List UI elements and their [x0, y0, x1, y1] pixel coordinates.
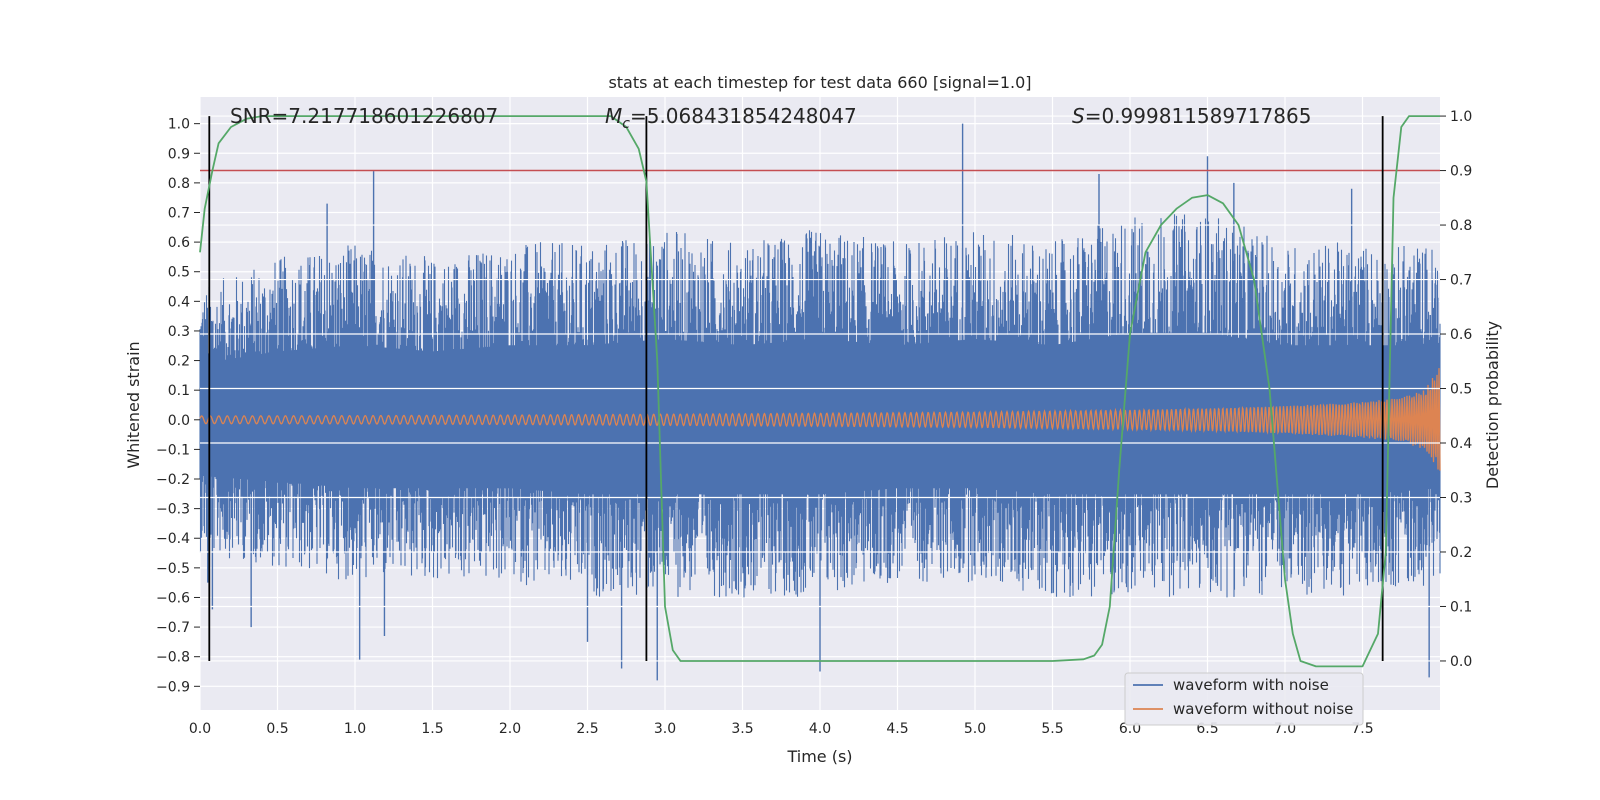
y-tick-label: 0.9 — [168, 146, 190, 162]
chart-title: stats at each timestep for test data 660… — [608, 73, 1031, 92]
y2-tick-label: 0.6 — [1450, 327, 1472, 343]
y-tick-label: 0.3 — [168, 324, 190, 340]
y2-tick-label: 0.0 — [1450, 654, 1472, 670]
clean-waveform-trace — [199, 368, 1441, 471]
y-tick-label: −0.9 — [156, 679, 190, 695]
x-axis-label: Time (s) — [786, 747, 852, 766]
y2-axis-label: Detection probability — [1483, 321, 1502, 489]
x-tick-label: 0.5 — [266, 721, 288, 737]
y2-tick-label: 0.2 — [1450, 545, 1472, 561]
x-tick-label: 3.5 — [731, 721, 753, 737]
y-tick-label: 0.8 — [168, 176, 190, 192]
y2-tick-label: 1.0 — [1450, 109, 1472, 125]
y2-tick-label: 0.7 — [1450, 273, 1472, 289]
y2-tick-label: 0.1 — [1450, 599, 1472, 615]
detection-probability-series — [199, 115, 1440, 668]
y-tick-label: −0.4 — [156, 531, 190, 547]
y-tick-label: −0.8 — [156, 650, 190, 666]
s-annotation: S=0.999811589717865 — [1072, 104, 1311, 128]
y-tick-label: 0.5 — [168, 265, 190, 281]
y-tick-label: −0.1 — [156, 442, 190, 458]
y-tick-label: 0.2 — [168, 354, 190, 370]
legend-box — [1124, 672, 1364, 726]
y-tick-label: 0.6 — [168, 235, 190, 251]
y-tick-label: 0.1 — [168, 383, 190, 399]
chirp-mass-symbol: M — [605, 104, 622, 128]
x-tick-label: 4.0 — [809, 721, 831, 737]
y-tick-label: −0.5 — [156, 561, 190, 577]
y2-tick-label: 0.8 — [1450, 218, 1472, 234]
x-tick-label: 0.0 — [189, 721, 211, 737]
y2-tick-label: 0.9 — [1450, 164, 1472, 180]
y-tick-label: −0.6 — [156, 590, 190, 606]
y-tick-label: 0.4 — [168, 294, 190, 310]
y-tick-label: −0.3 — [156, 502, 190, 518]
chirp-mass-annotation: Mc=5.068431854248047 — [605, 104, 857, 132]
legend-label-noisy: waveform with noise — [1173, 676, 1329, 694]
y2-tick-label: 0.3 — [1450, 490, 1472, 506]
reference-lines — [200, 116, 1440, 661]
y2-tick-label: 0.5 — [1450, 382, 1472, 398]
legend-label-clean: waveform without noise — [1173, 700, 1353, 718]
detection-probability-line — [199, 115, 1440, 668]
chirp-mass-subscript: c — [622, 116, 630, 132]
x-tick-label: 5.0 — [964, 721, 986, 737]
clean-waveform — [199, 368, 1441, 471]
y-tick-label: −0.7 — [156, 620, 190, 636]
y-tick-label: 1.0 — [168, 117, 190, 133]
y-axis-label: Whitened strain — [124, 341, 143, 468]
x-tick-label: 2.5 — [576, 721, 598, 737]
x-tick-label: 4.5 — [886, 721, 908, 737]
x-tick-label: 3.0 — [654, 721, 676, 737]
x-tick-label: 1.0 — [344, 721, 366, 737]
y-tick-label: 0.0 — [168, 413, 190, 429]
x-tick-label: 2.0 — [499, 721, 521, 737]
legend: waveform with noise waveform without noi… — [1124, 672, 1364, 726]
s-symbol: S — [1072, 104, 1085, 128]
x-tick-label: 1.5 — [421, 721, 443, 737]
s-value: =0.999811589717865 — [1085, 104, 1312, 128]
chirp-mass-value: =5.068431854248047 — [630, 104, 857, 128]
snr-annotation: SNR=7.217718601226807 — [230, 104, 498, 128]
y-tick-label: 0.7 — [168, 205, 190, 221]
x-tick-label: 5.5 — [1041, 721, 1063, 737]
y-tick-label: −0.2 — [156, 472, 190, 488]
y2-tick-label: 0.4 — [1450, 436, 1472, 452]
